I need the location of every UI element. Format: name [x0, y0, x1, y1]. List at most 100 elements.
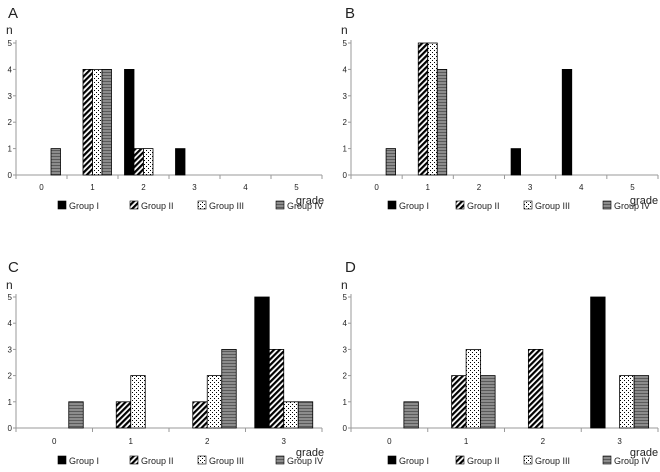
- bar-group-iv-grade-0: [403, 401, 419, 429]
- x-tick-label: 2: [541, 437, 546, 446]
- legend-swatch: [57, 200, 67, 210]
- x-tick-label: 3: [617, 437, 622, 446]
- y-tick-label: 3: [343, 92, 348, 101]
- bar-group-ii-grade-1: [115, 401, 132, 429]
- x-tick-label: 3: [192, 183, 197, 192]
- bar-group-iv-grade-3: [297, 401, 314, 429]
- y-tick-label: 5: [8, 39, 13, 48]
- x-tick-label: 2: [141, 183, 146, 192]
- x-tick-label: 1: [129, 437, 134, 446]
- legend-label: Group I: [69, 201, 99, 211]
- legend-label: Group IV: [614, 201, 650, 211]
- legend-swatch: [602, 200, 612, 210]
- x-tick-label: 3: [528, 183, 533, 192]
- bar-group-iii-grade-1: [427, 42, 438, 176]
- bar-group-iii-grade-1: [465, 348, 482, 429]
- bar-group-iii-grade-1: [130, 375, 146, 429]
- x-tick-label: 0: [39, 183, 44, 192]
- y-axis-label: n: [341, 23, 348, 37]
- legend-label: Group IV: [287, 201, 323, 211]
- y-axis-label: n: [6, 23, 13, 37]
- legend-swatch: [387, 200, 397, 210]
- legend-swatch: [455, 200, 465, 210]
- bar-group-iv-grade-2: [221, 348, 237, 429]
- legend: Group I Group II Group III Group IV: [387, 200, 650, 211]
- legend-label: Group IV: [614, 456, 650, 466]
- legend-label: Group II: [141, 456, 174, 466]
- y-tick-label: 1: [343, 145, 348, 154]
- x-tick-label: 0: [52, 437, 57, 446]
- legend-label: Group IV: [287, 456, 323, 466]
- bar-group-i-grade-3: [590, 296, 606, 429]
- y-tick-label: 0: [8, 171, 13, 180]
- bar-group-ii-grade-2: [192, 401, 208, 429]
- x-tick-label: 1: [426, 183, 431, 192]
- legend-label: Group III: [209, 456, 244, 466]
- x-tick-label: 2: [477, 183, 482, 192]
- x-tick-label: 4: [579, 183, 584, 192]
- y-tick-label: 3: [8, 92, 13, 101]
- x-axis-label: grade: [630, 195, 658, 207]
- legend-swatch: [275, 455, 285, 465]
- legend-swatch: [129, 455, 139, 465]
- legend: Group I Group II Group III Group IV: [57, 455, 323, 466]
- y-axis-label: n: [341, 278, 348, 292]
- panel-label: C: [8, 259, 19, 276]
- y-tick-label: 1: [8, 145, 13, 154]
- y-tick-label: 4: [8, 65, 13, 74]
- chart-panel-d: Dn 0 1 2 3 4 5 0 1 2 3 grade Group I Group II Group II…: [341, 259, 659, 466]
- bar-group-iii-grade-2: [143, 148, 154, 176]
- legend-swatch: [275, 200, 285, 210]
- x-tick-label: 1: [464, 437, 469, 446]
- y-tick-label: 2: [8, 118, 13, 127]
- bar-group-i-grade-4: [561, 69, 573, 176]
- x-tick-label: 4: [243, 183, 248, 192]
- panel-label: A: [8, 5, 18, 22]
- legend-label: Group III: [535, 201, 570, 211]
- bar-group-iv-grade-1: [480, 375, 496, 429]
- legend-swatch: [602, 455, 612, 465]
- legend-swatch: [523, 200, 533, 210]
- y-tick-label: 5: [343, 39, 348, 48]
- bar-group-iii-grade-1: [92, 69, 103, 176]
- bar-group-ii-grade-1: [417, 42, 429, 176]
- bar-group-i-grade-3: [510, 148, 521, 176]
- bar-group-iii-grade-3: [619, 375, 635, 429]
- legend-label: Group II: [141, 201, 174, 211]
- y-tick-label: 0: [343, 424, 348, 433]
- legend-swatch: [455, 455, 465, 465]
- y-tick-label: 1: [343, 398, 348, 407]
- bar-group-iv-grade-0: [385, 148, 396, 176]
- bar-group-ii-grade-2: [527, 348, 544, 429]
- legend-label: Group II: [467, 456, 500, 466]
- x-tick-label: 0: [374, 183, 379, 192]
- legend: Group I Group II Group III Group IV: [57, 200, 323, 211]
- y-tick-label: 2: [343, 118, 348, 127]
- x-axis-label: grade: [630, 447, 658, 459]
- y-tick-label: 1: [8, 398, 13, 407]
- bar-group-iii-grade-2: [206, 375, 223, 429]
- legend-swatch: [387, 455, 397, 465]
- legend-swatch: [523, 455, 533, 465]
- bar-group-i-grade-3: [175, 148, 186, 176]
- panel-label: B: [345, 5, 355, 22]
- bar-group-ii-grade-1: [451, 375, 467, 429]
- x-axis-label: grade: [296, 195, 324, 207]
- bar-group-iv-grade-1: [436, 69, 448, 176]
- legend-label: Group I: [69, 456, 99, 466]
- legend-label: Group III: [209, 201, 244, 211]
- y-tick-label: 4: [343, 319, 348, 328]
- bar-group-iv-grade-0: [50, 148, 61, 176]
- y-tick-label: 5: [8, 293, 13, 302]
- x-tick-label: 0: [387, 437, 392, 446]
- legend-swatch: [197, 200, 207, 210]
- y-tick-label: 4: [8, 319, 13, 328]
- y-tick-label: 4: [343, 65, 348, 74]
- legend: Group I Group II Group III Group IV: [387, 455, 650, 466]
- y-tick-label: 3: [8, 345, 13, 354]
- panel-label: D: [345, 259, 356, 276]
- y-tick-label: 5: [343, 293, 348, 302]
